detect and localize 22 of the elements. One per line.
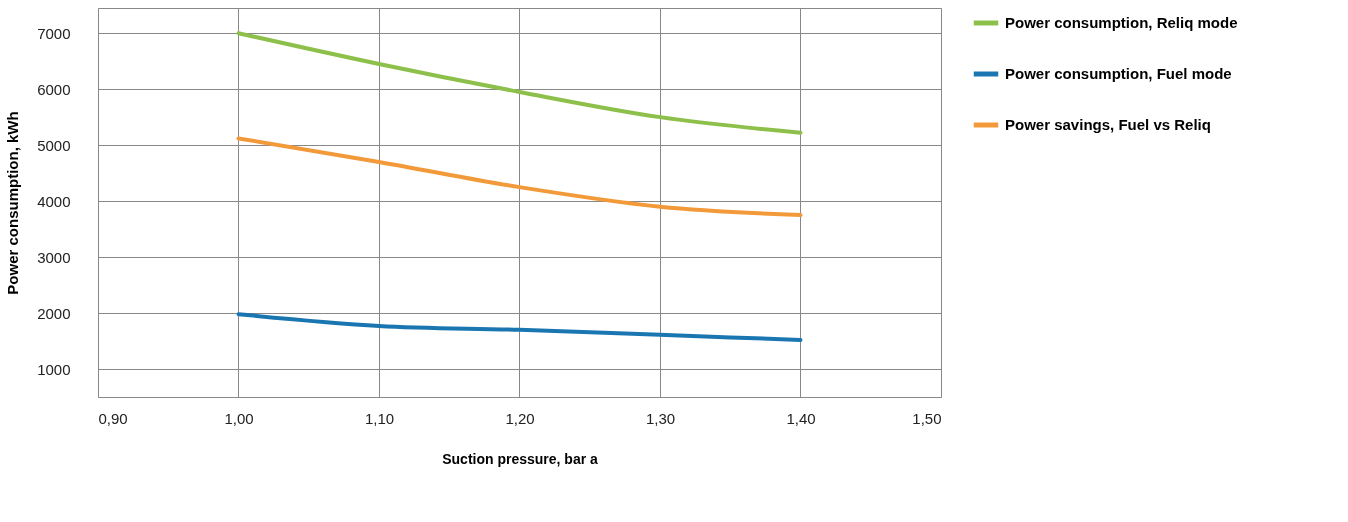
x-tick-label: 1,00 <box>224 409 254 427</box>
x-tick-label: 1,50 <box>912 409 942 427</box>
y-axis-title: Power consumption, kWh <box>4 111 22 295</box>
y-tick-label: 3000 <box>37 248 71 266</box>
x-tick-label: 0,90 <box>98 409 128 427</box>
x-tick-label: 1,20 <box>505 409 535 427</box>
line-series <box>236 31 803 135</box>
legend-label: Power savings, Fuel vs Reliq <box>1005 116 1211 133</box>
legend-label: Power consumption, Fuel mode <box>1005 65 1232 82</box>
line-series <box>236 136 803 218</box>
y-tick-label: 1000 <box>37 360 71 378</box>
x-tick-label: 1,30 <box>645 409 676 427</box>
x-tick-label: 1,40 <box>786 409 816 427</box>
legend-label: Power consumption, Reliq mode <box>1005 14 1238 31</box>
x-axis-title: Suction pressure, bar a <box>442 450 599 467</box>
y-tick-label: 4000 <box>37 192 71 210</box>
y-tick-label: 7000 <box>37 24 71 42</box>
y-tick-label: 5000 <box>37 136 71 154</box>
y-tick-label: 6000 <box>37 80 71 98</box>
y-tick-label: 2000 <box>37 304 71 322</box>
line-series <box>236 312 803 342</box>
x-tick-label: 1,10 <box>364 409 395 427</box>
